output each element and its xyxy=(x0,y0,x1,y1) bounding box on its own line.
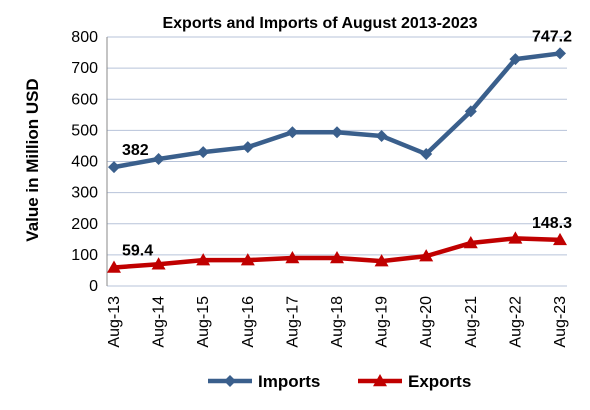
x-tick-label: Aug-13 xyxy=(106,296,123,348)
data-point-imports xyxy=(286,126,299,139)
y-axis-label: Value in Million USD xyxy=(23,78,42,241)
x-tick-label: Aug-17 xyxy=(284,296,301,348)
data-point-imports xyxy=(241,141,254,154)
x-tick-label: Aug-14 xyxy=(151,296,168,348)
axes: 0 100 200 300 400 500 600 700 800 Aug-13 Aug-14 Aug… xyxy=(71,29,569,348)
series-layer xyxy=(107,47,567,273)
legend-marker xyxy=(373,374,387,387)
data-point-exports xyxy=(463,236,478,249)
data-label: 747.2 xyxy=(532,28,572,45)
legend-item-imports: Imports xyxy=(208,372,320,391)
legend-marker xyxy=(224,375,236,387)
data-point-exports xyxy=(196,253,211,266)
gridlines xyxy=(107,36,567,287)
y-tick-label: 200 xyxy=(71,216,98,233)
legend-item-exports: Exports xyxy=(358,372,471,391)
data-label: 382 xyxy=(122,142,149,159)
data-point-exports xyxy=(553,232,567,246)
series-exports xyxy=(107,231,567,273)
data-point-exports xyxy=(151,257,166,270)
data-point-imports xyxy=(197,146,210,159)
data-point-exports xyxy=(508,231,523,244)
legend-label: Imports xyxy=(258,372,320,391)
y-tick-label: 400 xyxy=(71,154,98,171)
data-point-exports xyxy=(285,250,300,264)
y-tick-label: 700 xyxy=(71,60,98,77)
data-point-imports xyxy=(509,53,522,66)
data-point-imports xyxy=(152,153,165,166)
y-tick-label: 800 xyxy=(71,29,98,46)
y-tick-label: 300 xyxy=(71,185,98,202)
series-line-imports xyxy=(113,51,561,170)
data-point-exports xyxy=(419,249,434,262)
data-point-imports xyxy=(420,148,433,161)
x-tick-label: Aug-20 xyxy=(418,296,435,348)
data-label: 148.3 xyxy=(532,215,572,232)
x-tick-label: Aug-15 xyxy=(195,296,212,348)
legend: Imports Exports xyxy=(208,372,471,391)
data-point-imports xyxy=(554,47,566,60)
data-point-imports xyxy=(108,161,120,174)
y-tick-label: 500 xyxy=(71,122,98,139)
data-point-exports xyxy=(107,260,121,273)
y-tick-label: 0 xyxy=(89,278,98,295)
series-imports xyxy=(108,47,566,174)
x-tick-label: Aug-16 xyxy=(240,296,257,348)
data-point-exports xyxy=(330,250,344,264)
y-tick-label: 100 xyxy=(71,247,98,264)
x-tick-label: Aug-23 xyxy=(552,296,569,348)
y-tick-label: 600 xyxy=(71,91,98,108)
data-point-imports xyxy=(331,126,343,139)
data-point-exports xyxy=(374,254,389,267)
data-point-exports xyxy=(240,253,255,266)
data-label: 59.4 xyxy=(122,243,153,260)
x-tick-label: Aug-22 xyxy=(507,296,524,348)
chart-title: Exports and Imports of August 2013-2023 xyxy=(162,15,477,32)
data-point-imports xyxy=(375,129,388,142)
legend-label: Exports xyxy=(408,372,471,391)
data-labels: 382 747.2 59.4 148.3 xyxy=(122,28,572,259)
x-tick-label: Aug-18 xyxy=(329,296,346,348)
x-tick-label: Aug-21 xyxy=(463,296,480,348)
x-tick-label: Aug-19 xyxy=(374,296,391,348)
data-point-imports xyxy=(464,105,477,118)
